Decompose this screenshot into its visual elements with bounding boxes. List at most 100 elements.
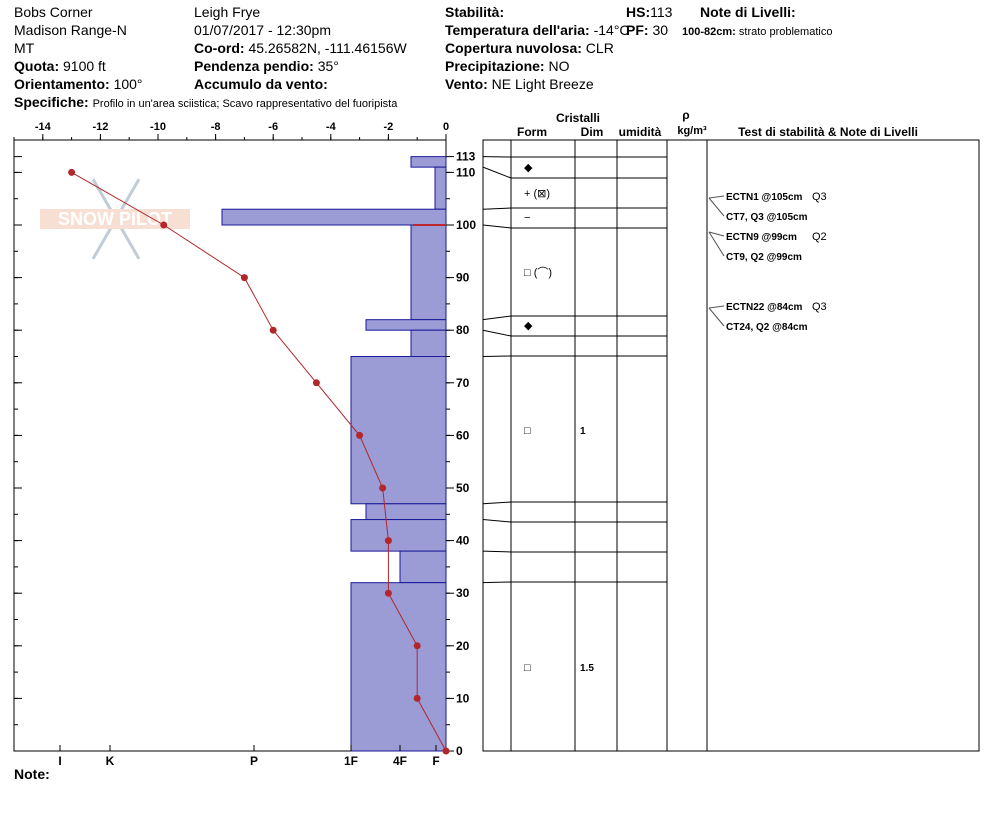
specifics: Specifiche: Profilo in un'area sciistica… (14, 94, 397, 112)
wind-value: NE Light Breeze (491, 76, 594, 92)
air-temperature: Temperatura dell'aria: -14°C (445, 22, 630, 38)
coord-label: Co-ord: (194, 40, 245, 56)
specifics-label: Specifiche: (14, 94, 89, 110)
hardness-layer-bar (399, 550, 447, 584)
hardness-label: 1F (344, 754, 358, 768)
crystal-form-symbol: + (⊠) (524, 188, 550, 200)
layer-connector (482, 519, 512, 523)
precip-value: NO (548, 58, 570, 74)
hardness-layer-bar (350, 356, 447, 505)
depth-tick-label: 50 (456, 481, 470, 495)
temp-tick-label: -10 (150, 121, 166, 133)
cloud-cover: Copertura nuvolosa: CLR (445, 40, 614, 56)
stability-test-quality: Q3 (812, 301, 827, 313)
datetime: 01/07/2017 - 12:30pm (194, 22, 331, 38)
layer-note-range: 100-82cm: (682, 26, 736, 38)
depth-tick-label: 0 (456, 744, 463, 758)
wind-loading-label: Accumulo da vento: (194, 76, 328, 92)
stability-test-quality: Q2 (812, 231, 827, 243)
foot-penetration: PF: 30 (626, 22, 668, 38)
layer-connector (482, 166, 512, 179)
test-pointer (708, 307, 725, 327)
elevation-label: Quota: (14, 58, 60, 74)
moisture-header: umidità (619, 125, 662, 139)
crystal-size: 1.5 (580, 663, 594, 674)
range: Madison Range-N (14, 22, 127, 38)
hardness-layer-bar (434, 166, 447, 210)
slope-label: Pendenza pendio: (194, 58, 314, 74)
test-pointer (708, 195, 725, 199)
crystal-form-symbol: □ (524, 662, 531, 674)
temperature-point (240, 274, 248, 282)
temp-tick-label: -2 (384, 121, 394, 133)
precipitation: Precipitazione: NO (445, 58, 569, 74)
test-pointer (708, 197, 725, 217)
temperature-point (384, 589, 392, 597)
layer-notes-label: Note di Livelli: (700, 4, 796, 20)
temperature-point (442, 747, 450, 755)
coordinates: Co-ord: 45.26582N, -111.46156W (194, 40, 407, 56)
temperature-point (413, 694, 421, 702)
size-header: Dim (581, 125, 604, 139)
depth-tick-label: 100 (456, 218, 476, 232)
crystal-form-symbol: ◆ (524, 320, 533, 332)
hs-label: HS: (626, 4, 651, 20)
depth-tick-label: 80 (456, 323, 470, 337)
hardness-label: I (58, 754, 61, 768)
wind-label: Vento: (445, 76, 488, 92)
hs-value: 113 (650, 4, 673, 20)
specifics-value: Profilo in un'area sciistica; Scavo rapp… (92, 98, 398, 110)
cloud-value: CLR (585, 40, 614, 56)
layer-connector (482, 329, 512, 337)
aspect: Orientamento: 100° (14, 76, 143, 92)
hardness-layer-bar (410, 329, 447, 358)
depth-tick-label: 70 (456, 376, 470, 390)
stability-test: CT9, Q2 @99cm (726, 252, 802, 263)
depth-tick-label: 60 (456, 428, 470, 442)
depth-tick-label: 90 (456, 271, 470, 285)
crystal-form-symbol: ◆ (524, 162, 533, 174)
stability-test: CT24, Q2 @84cm (726, 322, 808, 333)
depth-tick-label: 20 (456, 639, 470, 653)
temperature-point (356, 431, 364, 439)
test-pointer (708, 231, 725, 237)
density-unit-header: kg/m³ (677, 125, 707, 137)
layer-connector (482, 355, 512, 357)
hardness-layer-bar (350, 519, 447, 552)
stability-test: ECTN22 @84cm (726, 302, 803, 313)
test-pointer (708, 305, 725, 309)
snow-height: HS:113 (626, 4, 672, 20)
depth-tick-label: 40 (456, 534, 470, 548)
layer-connector (482, 550, 512, 553)
crystal-form-symbol: □ (⌒) (524, 266, 552, 279)
state: MT (14, 40, 35, 56)
hardness-label: 4F (393, 754, 407, 768)
elevation-value: 9100 ft (63, 58, 106, 74)
rho-header: ρ (682, 108, 689, 122)
coord-value: 45.26582N, -111.46156W (248, 40, 407, 56)
stability-label: Stabilità: (445, 4, 505, 20)
temperature-point (384, 537, 392, 545)
location: Bobs Corner (14, 4, 93, 20)
test-pointer (708, 231, 725, 257)
temperature-point (312, 379, 320, 387)
form-header: Form (517, 125, 547, 139)
air-temp-label: Temperatura dell'aria: (445, 22, 590, 38)
temperature-point (68, 168, 76, 176)
svg-text:SNOW PILOT: SNOW PILOT (58, 209, 172, 229)
temp-tick-label: -8 (211, 121, 221, 133)
hardness-label: F (432, 754, 439, 768)
air-temp-value: -14°C (593, 22, 630, 38)
temperature-point (379, 484, 387, 492)
depth-tick-label: 110 (456, 165, 476, 179)
hardness-label: P (250, 754, 258, 768)
temperature-point (413, 642, 421, 650)
layer-connector (482, 224, 512, 229)
layer-note-text: strato problematico (738, 26, 833, 38)
hardness-layer-bar (410, 156, 447, 168)
aspect-value: 100° (113, 76, 143, 92)
layer-note: 100-82cm: strato problematico (682, 24, 832, 40)
temp-tick-label: 0 (443, 121, 449, 133)
depth-tick-label: 113 (456, 150, 476, 164)
